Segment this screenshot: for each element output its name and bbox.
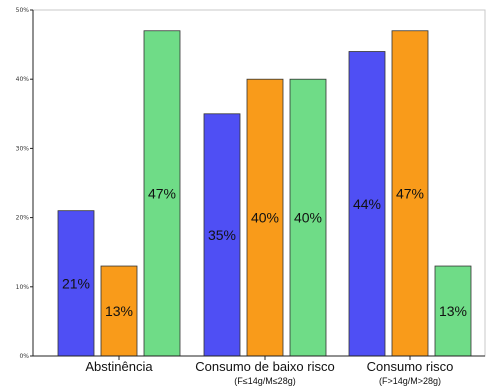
data-label: 47% (396, 185, 424, 201)
x-tick-label: Consumo de baixo risco (195, 359, 334, 374)
y-tick-label: 30% (16, 145, 30, 152)
x-tick-label: Abstinência (85, 359, 153, 374)
bar (143, 30, 181, 357)
bar (391, 30, 429, 357)
y-tick-label: 10% (16, 284, 30, 291)
x-tick-label: Consumo risco (367, 359, 454, 374)
bar (100, 265, 138, 357)
data-label: 40% (251, 210, 279, 226)
y-tick-label: 40% (16, 76, 30, 83)
data-label: 44% (353, 196, 381, 212)
data-label: 40% (294, 210, 322, 226)
y-ticks-layer: 0% 10% 20% 30% 40% 50% (16, 7, 33, 360)
data-label: 13% (439, 303, 467, 319)
x-ticks-layer: Abstinência Consumo de baixo risco (F≤14g/… (85, 356, 453, 386)
bar (203, 113, 241, 357)
x-tick-sublabel: (F>14g/M>28g) (379, 376, 441, 386)
x-tick-sublabel: (F≤14g/M≤28g) (234, 376, 295, 386)
y-tick-label: 20% (16, 215, 30, 222)
data-label: 35% (208, 227, 236, 243)
bar (348, 51, 386, 357)
y-tick-label: 0% (19, 353, 29, 360)
bar (289, 78, 327, 357)
data-label: 47% (148, 185, 176, 201)
data-labels-layer: 21% 13% 47% 35% 40% 40% 44% 47% 13% (62, 185, 467, 319)
data-label: 13% (105, 303, 133, 319)
y-tick-label: 50% (16, 7, 30, 14)
bar (434, 265, 472, 357)
data-label: 21% (62, 275, 90, 291)
